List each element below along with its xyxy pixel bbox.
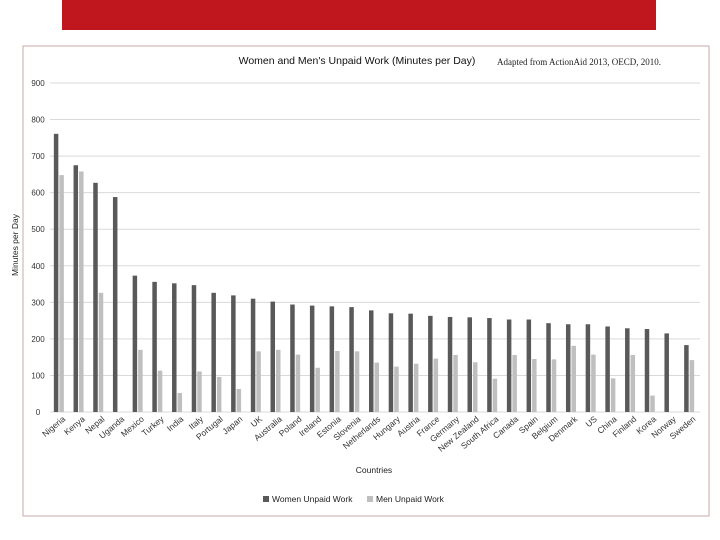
- y-axis-ticks: 0 100 200 300 400 500 600 700 800 900: [31, 79, 45, 417]
- y-tick-label: 200: [31, 335, 45, 344]
- x-tick-label: Mexico: [119, 414, 146, 439]
- bar-men: [610, 378, 616, 412]
- y-axis-label: Minutes per Day: [10, 213, 20, 276]
- legend-label-men: Men Unpaid Work: [376, 494, 445, 504]
- x-tick-label: Kenya: [62, 414, 87, 437]
- bar-women: [467, 317, 472, 412]
- x-tick-label: Nigeria: [40, 414, 67, 439]
- bar-men: [532, 358, 537, 412]
- bar-women: [388, 313, 394, 412]
- bar-women: [684, 345, 689, 412]
- bar-women: [93, 182, 98, 412]
- bar-men: [197, 371, 202, 412]
- source-note: Adapted from ActionAid 2013, OECD, 2010.: [497, 57, 661, 67]
- y-tick-label: 700: [31, 152, 45, 161]
- bar-men: [335, 350, 340, 412]
- bar-men: [453, 354, 458, 412]
- bar-women: [369, 310, 374, 412]
- bar-women: [309, 305, 315, 412]
- bar-women: [644, 329, 650, 412]
- bar-women: [487, 318, 492, 412]
- y-tick-label: 800: [31, 116, 45, 125]
- x-tick-label: India: [165, 414, 186, 434]
- bar-women: [408, 313, 413, 412]
- bar-men: [433, 358, 439, 412]
- bar-men: [256, 351, 261, 412]
- bar-women: [152, 281, 157, 412]
- bar-men: [571, 345, 576, 412]
- bar-men: [276, 349, 281, 412]
- x-tick-label: Japan: [220, 414, 244, 437]
- x-tick-label: Turkey: [140, 413, 167, 438]
- bar-women: [506, 319, 512, 412]
- bar-men: [315, 367, 320, 412]
- bar-men: [295, 354, 301, 412]
- bar-women: [585, 324, 591, 412]
- bar-men: [374, 362, 379, 412]
- bar-women: [565, 324, 571, 412]
- y-tick-label: 300: [31, 298, 45, 307]
- bar-men: [157, 370, 163, 412]
- bar-men: [551, 359, 557, 412]
- bars: [53, 133, 695, 412]
- bar-women: [290, 304, 295, 412]
- y-tick-label: 100: [31, 371, 45, 380]
- bar-men: [394, 366, 399, 412]
- bar-men: [138, 349, 143, 412]
- y-tick-label: 900: [31, 79, 45, 88]
- bar-women: [231, 295, 236, 412]
- bar-women: [605, 326, 610, 412]
- bar-women: [546, 323, 551, 412]
- chart-frame: [22, 45, 710, 517]
- y-tick-label: 400: [31, 262, 45, 271]
- bar-men: [630, 354, 636, 412]
- bar-men: [492, 378, 498, 412]
- bar-men: [689, 360, 695, 412]
- bar-women: [73, 165, 79, 412]
- header-banner: [62, 0, 656, 30]
- bar-men: [236, 388, 242, 412]
- bar-women: [625, 328, 630, 412]
- bar-men: [591, 354, 596, 412]
- bar-women: [447, 316, 453, 412]
- bar-men: [512, 354, 517, 412]
- legend-swatch-men: [367, 496, 373, 502]
- chart-title: Women and Men's Unpaid Work (Minutes per…: [239, 55, 476, 67]
- legend-swatch-women: [263, 496, 269, 502]
- bar-men: [650, 395, 655, 412]
- bar-women: [53, 133, 59, 412]
- bar-men: [98, 292, 104, 412]
- x-axis-label: Countries: [356, 465, 392, 475]
- y-tick-label: 600: [31, 189, 45, 198]
- y-tick-label: 500: [31, 225, 45, 234]
- y-tick-label: 0: [36, 408, 41, 417]
- bar-women: [172, 283, 177, 412]
- bar-men: [472, 362, 478, 412]
- bar-women: [664, 333, 669, 412]
- bar-women: [191, 285, 197, 412]
- bar-women: [250, 298, 256, 412]
- bar-men: [413, 363, 419, 412]
- bar-women: [112, 197, 118, 412]
- legend-label-women: Women Unpaid Work: [272, 494, 353, 504]
- bar-women: [526, 319, 532, 412]
- legend: Women Unpaid Work Men Unpaid Work: [263, 494, 445, 504]
- bar-women: [329, 306, 335, 412]
- bar-men: [177, 392, 183, 412]
- bar-women: [211, 292, 216, 412]
- bar-women: [349, 307, 354, 412]
- bar-men: [79, 171, 84, 412]
- bar-women: [132, 275, 138, 412]
- bar-men: [354, 351, 360, 412]
- bar-men: [216, 376, 222, 412]
- bar-women: [270, 301, 276, 412]
- bar-women: [428, 315, 433, 412]
- bar-men: [59, 175, 64, 412]
